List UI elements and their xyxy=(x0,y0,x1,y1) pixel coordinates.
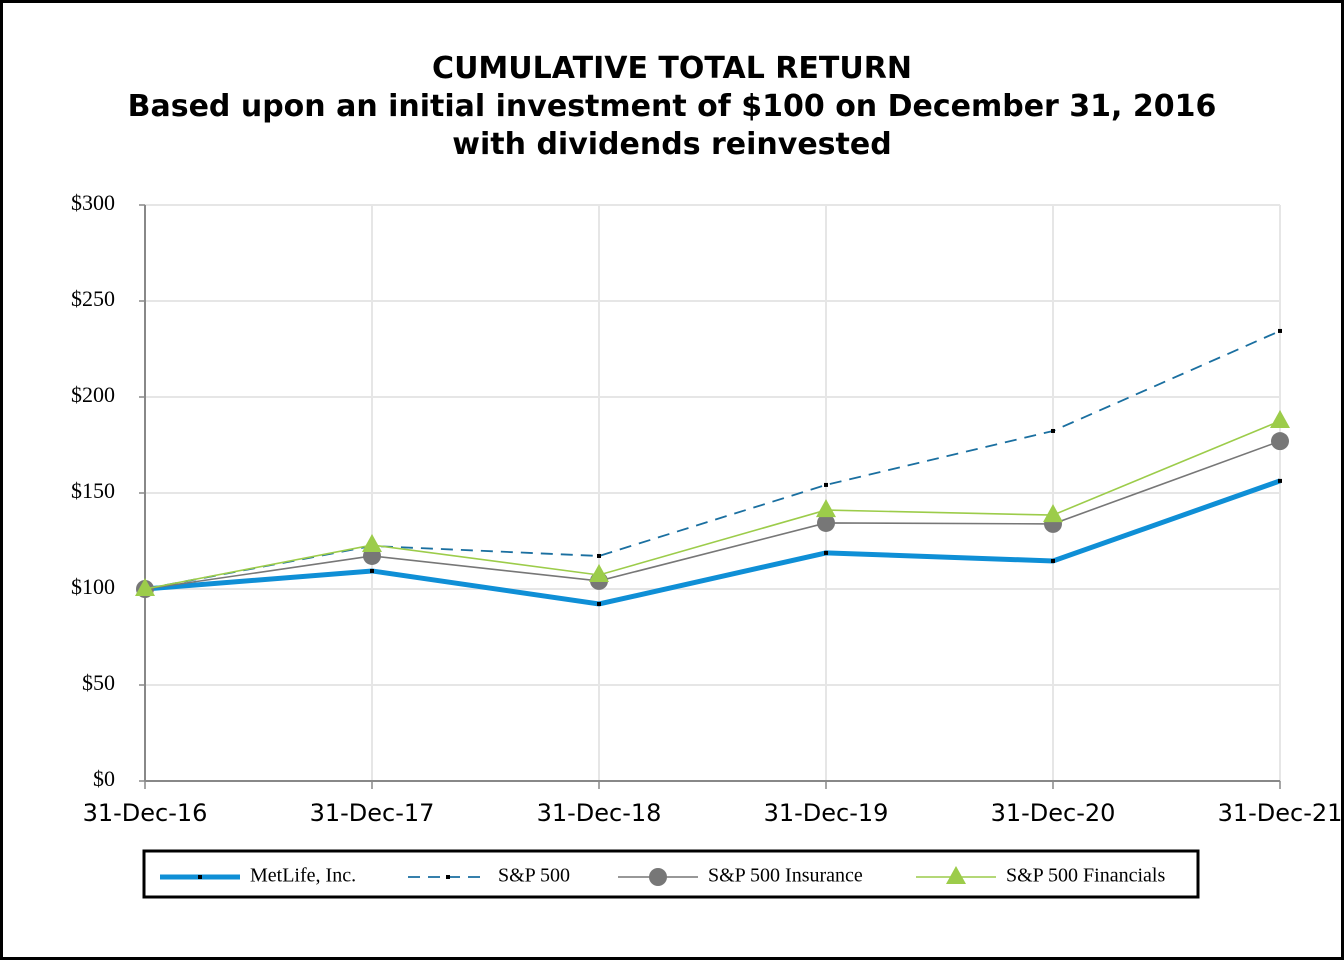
point xyxy=(597,553,601,558)
legend-marker xyxy=(446,875,450,879)
point xyxy=(1271,432,1289,451)
point xyxy=(824,550,828,555)
x-tick-label: 31-Dec-20 xyxy=(991,799,1116,827)
y-tick-label: $200 xyxy=(71,382,115,407)
point xyxy=(370,568,374,573)
legend-label: S&P 500 Insurance xyxy=(708,865,863,887)
point xyxy=(1270,410,1290,428)
chart-title: CUMULATIVE TOTAL RETURN xyxy=(432,51,912,86)
point xyxy=(817,513,835,532)
legend-label: MetLife, Inc. xyxy=(250,865,356,887)
y-tick-label: $0 xyxy=(93,766,115,791)
point xyxy=(1278,478,1282,483)
x-tick-label: 31-Dec-21 xyxy=(1218,799,1343,827)
x-tick-label: 31-Dec-16 xyxy=(83,799,208,827)
y-tick-label: $50 xyxy=(82,670,115,695)
chart-subtitle: Based upon an initial investment of $100… xyxy=(128,89,1217,124)
point xyxy=(824,482,828,487)
point xyxy=(1051,558,1055,563)
legend-marker xyxy=(649,868,667,886)
legend-marker xyxy=(198,875,202,879)
series-line xyxy=(144,420,1281,590)
point xyxy=(1051,428,1055,433)
point xyxy=(1278,328,1282,333)
x-tick-label: 31-Dec-17 xyxy=(310,799,435,827)
series-line xyxy=(144,330,1281,590)
y-tick-label: $100 xyxy=(71,574,115,599)
point xyxy=(589,563,609,582)
legend-marker xyxy=(946,866,966,884)
chart-subtitle: with dividends reinvested xyxy=(452,127,891,162)
series-line xyxy=(144,440,1281,590)
legend-label: S&P 500 Financials xyxy=(1006,865,1165,887)
point xyxy=(1043,504,1063,523)
y-tick-label: $300 xyxy=(71,190,115,215)
point xyxy=(362,534,382,553)
point xyxy=(816,499,836,518)
series-line xyxy=(144,478,1281,607)
y-tick-label: $150 xyxy=(71,478,115,503)
x-tick-label: 31-Dec-19 xyxy=(764,799,889,827)
legend-box xyxy=(142,849,1200,899)
point xyxy=(135,578,155,596)
point xyxy=(597,601,601,606)
legend-label: S&P 500 xyxy=(498,865,570,887)
y-tick-label: $250 xyxy=(71,286,115,311)
x-tick-label: 31-Dec-18 xyxy=(537,799,662,827)
